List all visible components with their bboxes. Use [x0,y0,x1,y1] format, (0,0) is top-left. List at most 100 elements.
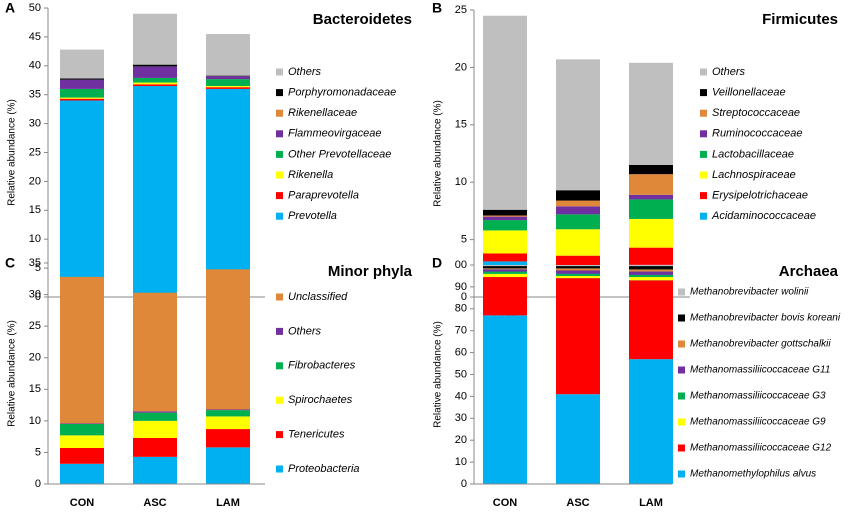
bar-segment [629,62,673,165]
y-tick-label: 40 [29,60,41,72]
bar-segment [60,98,104,101]
bar-segment [206,87,250,89]
legend-swatch [700,89,707,97]
legend-label: Spirochaetes [288,394,353,406]
bar-segment [483,15,527,210]
bar-segment [60,78,104,80]
bar-segment [133,292,177,412]
y-tick-label: 25 [29,146,41,158]
legend-swatch [678,444,685,452]
bar-segment [556,270,600,274]
bar-segment [629,199,673,219]
chart-title: Archaea [779,263,839,280]
y-tick-label: 15 [29,383,41,395]
x-tick-label: LAM [216,497,240,509]
y-axis-label: Relative abundance (%) [433,321,444,428]
bar-segment [629,359,673,484]
legend-swatch [678,418,685,426]
bar-segment [556,273,600,276]
bar-segment [556,200,600,207]
bar-segment [556,255,600,267]
legend-swatch [276,171,283,179]
legend-swatch [276,293,283,301]
bar-segment [60,424,104,436]
y-tick-label: 20 [29,352,41,364]
bar-segment [206,409,250,411]
legend-label: Prevotella [288,210,337,222]
legend-label: Methanomassiliicoccaceae G3 [690,391,826,402]
legend-swatch [700,150,707,158]
legend-label: Acidaminococcaceae [711,210,816,222]
bar-segment [483,209,527,216]
legend-swatch [276,431,283,439]
panel-letter: B [432,0,442,16]
bar-segment [60,423,104,425]
panel-letter: D [432,255,442,271]
bar-segment [483,315,527,484]
legend-label: Erysipelotrichaceae [712,190,808,202]
legend-swatch [276,396,283,404]
bar-segment [556,229,600,256]
y-tick-label: 00 [455,259,467,271]
x-tick-label: CON [70,497,95,509]
bar-segment [206,429,250,448]
legend-swatch [678,366,685,374]
legend-label: Methanomassiliicoccaceae G11 [690,365,830,376]
legend-swatch [276,465,283,473]
bar-segment [483,268,527,270]
y-axis-label: Relative abundance (%) [433,100,444,207]
legend-label: Methanobrevibacter wolinii [690,287,809,298]
legend-label: Porphyromonadaceae [288,87,396,99]
y-tick-label: 15 [455,119,467,131]
y-tick-label: 10 [455,176,467,188]
legend-label: Ruminococcaceae [712,128,803,140]
y-tick-label: 0 [35,291,41,303]
y-tick-label: 5 [35,446,41,458]
bar-segment [133,13,177,65]
y-tick-label: 60 [455,347,467,359]
legend-swatch [700,212,707,220]
bar-segment [483,266,527,269]
bar-segment [629,194,673,200]
bar-segment [629,277,673,281]
bar-segment [483,220,527,231]
y-tick-label: 90 [455,281,467,293]
legend-label: Veillonellaceae [712,87,786,99]
bar-segment [556,59,600,191]
legend-label: Others [288,325,322,337]
legend-swatch [678,288,685,296]
bar-segment [133,82,177,85]
bar-segment [133,66,177,78]
bar-segment [206,34,250,76]
legend-swatch [700,68,707,76]
legend-label: Tenericutes [288,429,345,441]
bar-segment [206,269,250,410]
legend-label: Others [712,66,746,78]
legend-swatch [276,327,283,335]
bar-segment [60,463,104,484]
y-tick-label: 30 [29,288,41,300]
bar-segment [483,216,527,221]
bar-segment [60,49,104,79]
y-tick-label: 0 [461,291,467,303]
bar-segment [629,265,673,267]
legend-swatch [700,109,707,117]
bar-segment [60,276,104,424]
bar-segment [556,206,600,215]
y-tick-label: 50 [455,368,467,380]
legend-swatch [276,68,283,76]
chart-title: Minor phyla [328,263,413,280]
bar-segment [133,84,177,87]
y-tick-label: 5 [35,262,41,274]
y-tick-label: 45 [29,31,41,43]
legend-swatch [700,192,707,200]
x-tick-label: CON [493,497,518,509]
bar-segment [206,75,250,77]
bar-segment [60,100,104,297]
bar-segment [483,215,527,217]
legend-label: Methanomassiliicoccaceae G12 [690,443,832,454]
bar-segment [133,411,177,413]
legend-swatch [678,314,685,322]
bar-segment [206,410,250,417]
